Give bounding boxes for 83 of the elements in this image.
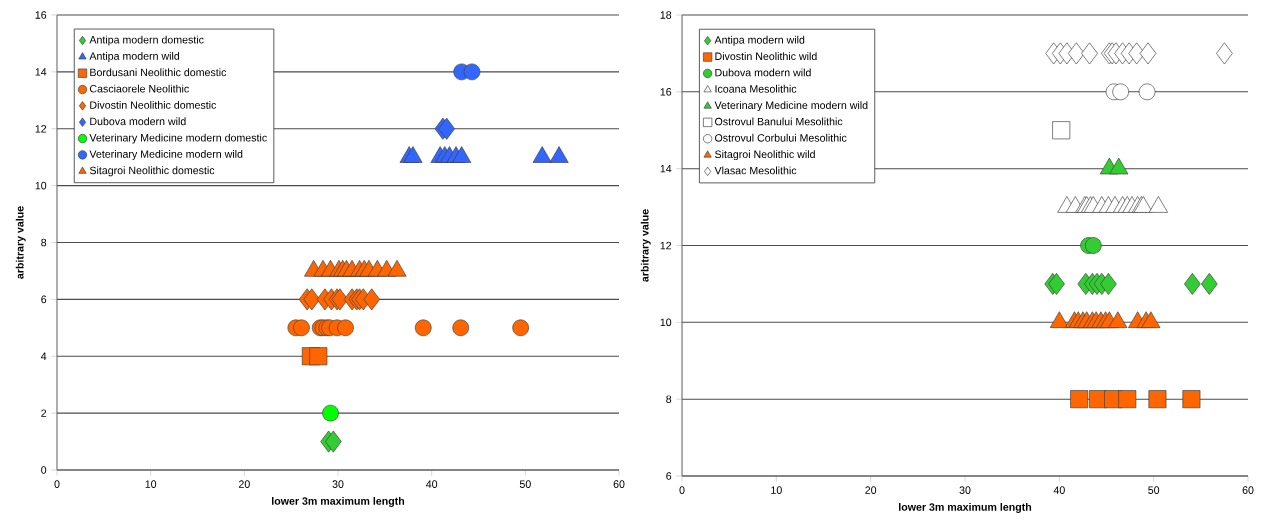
y-tick-label: 14 — [660, 165, 672, 173]
y-tick-label: 6 — [666, 472, 672, 480]
point — [363, 288, 381, 311]
point — [1048, 272, 1065, 295]
point — [1100, 272, 1117, 295]
y-axis-title: arbitrary value — [15, 206, 26, 279]
point — [337, 319, 354, 337]
point — [1112, 83, 1129, 101]
y-tick-label: 8 — [666, 395, 672, 403]
point — [1049, 311, 1069, 328]
y-tick-label: 8 — [41, 238, 47, 247]
x-axis-title: lower 3m maximum length — [899, 503, 1032, 513]
y-tick-label: 4 — [40, 352, 47, 360]
x-tick-label: 30 — [959, 486, 971, 494]
x-tick-label: 20 — [238, 480, 250, 488]
x-tick-label: 0 — [54, 480, 60, 488]
y-tick-label: 12 — [660, 241, 672, 250]
x-tick-label: 10 — [145, 480, 157, 488]
point — [1085, 237, 1102, 254]
y-tick-label: 6 — [41, 295, 47, 304]
legend-label: Ostrovul Banului Mesolithic — [715, 117, 843, 126]
legend-label: Bordusani Neolithic domestic — [90, 68, 227, 77]
x-tick-label: 50 — [1148, 486, 1160, 494]
y-tick-label: 16 — [35, 11, 47, 19]
point — [309, 347, 328, 366]
x-tick-label: 60 — [1242, 486, 1254, 494]
point — [1216, 42, 1233, 65]
legend-label: Divostin Neolithic wild — [715, 52, 817, 61]
point — [452, 146, 472, 163]
point — [293, 319, 310, 337]
point — [325, 430, 342, 453]
y-tick-label: 0 — [41, 466, 47, 474]
legend-label: Veterinary Medicine modern domestic — [89, 133, 267, 144]
legend-label: Casciaorele Neolithic — [89, 84, 189, 93]
y-tick-label: 14 — [35, 68, 47, 76]
point — [1081, 42, 1098, 65]
y-axis-title: arbitrary value — [640, 209, 651, 282]
x-tick-label: 30 — [332, 480, 344, 488]
legend-label: Vlasac Mesolithic — [714, 166, 797, 175]
legend-label: Icoana Mesolithic — [715, 84, 797, 93]
x-tick-label: 40 — [426, 480, 438, 488]
y-tick-label: 10 — [35, 181, 47, 190]
x-tick-label: 20 — [865, 486, 877, 494]
y-tick-label: 12 — [35, 125, 47, 133]
legend-label: Antipa modern wild — [89, 52, 180, 62]
point — [322, 404, 339, 422]
x-tick-label: 50 — [519, 480, 531, 488]
y-tick-label: 10 — [660, 318, 672, 327]
point — [1201, 272, 1218, 295]
point — [403, 146, 423, 163]
point — [1138, 83, 1156, 101]
legend-label: Antipa modern wild — [714, 35, 805, 46]
point — [452, 319, 470, 337]
y-tick-label: 18 — [660, 11, 672, 19]
point — [1108, 311, 1128, 328]
point — [512, 319, 529, 337]
legend-label: Veterinary Medicine modern wild — [89, 150, 243, 160]
legend-label: Dubova modern wild — [90, 117, 186, 126]
point — [532, 146, 552, 163]
legend-label: Dubova modern wild — [715, 68, 811, 77]
legend-label: Ostrovul Corbului Mesolithic — [715, 133, 847, 142]
point — [1141, 311, 1161, 328]
point — [1068, 42, 1085, 65]
legend-label: Veterinary Medicine modern wild — [714, 101, 868, 112]
x-axis-title: lower 3m maximum length — [272, 497, 405, 507]
legend-label: Sitagroi Neolithic wild — [715, 150, 815, 161]
legend-label: Divostin Neolithic domestic — [90, 101, 217, 109]
point — [1109, 157, 1129, 175]
point — [1052, 121, 1071, 140]
x-tick-label: 60 — [613, 480, 625, 488]
x-tick-label: 0 — [679, 486, 685, 494]
y-tick-label: 16 — [660, 88, 672, 96]
x-tick-label: 10 — [771, 486, 782, 494]
point — [303, 288, 321, 311]
point — [549, 146, 569, 163]
point — [1148, 196, 1168, 213]
point — [1139, 42, 1157, 65]
legend-label: Antipa modern domestic — [89, 35, 204, 46]
point — [1184, 272, 1201, 295]
legend-label: Sitagroi Neolithic domestic — [89, 166, 215, 177]
point — [414, 319, 432, 337]
x-tick-label: 40 — [1053, 486, 1065, 494]
y-tick-label: 2 — [41, 409, 47, 417]
